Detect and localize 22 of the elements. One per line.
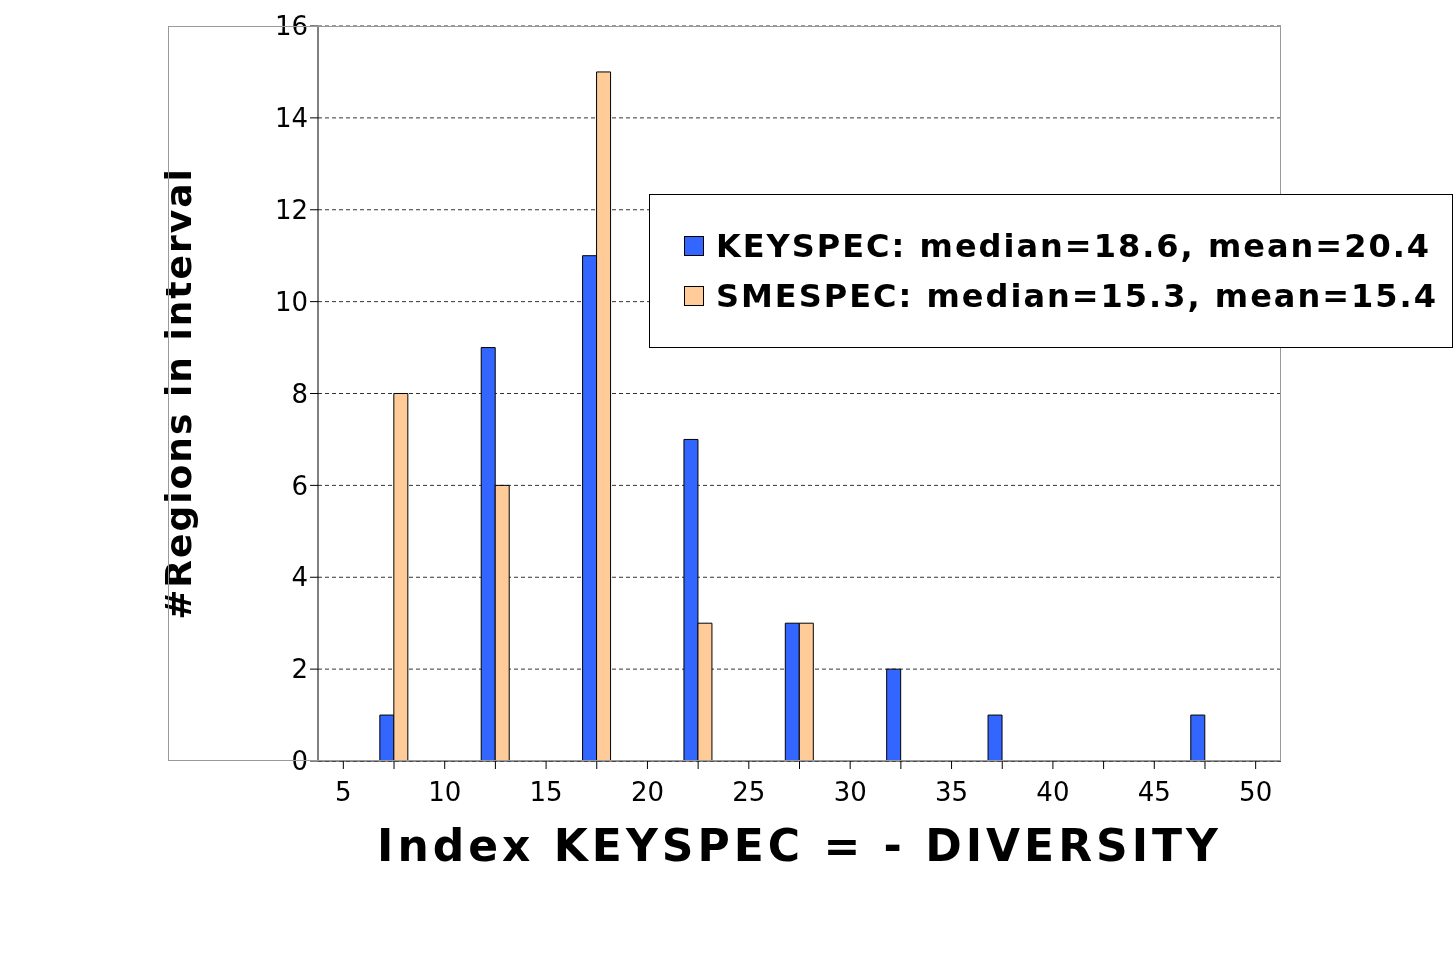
y-tick-label: 4	[291, 562, 308, 593]
x-tick-label: 10	[428, 777, 462, 808]
y-axis-title: #Regions in interval	[157, 167, 199, 620]
legend-label: KEYSPEC: median=18.6, mean=20.4	[715, 227, 1432, 265]
x-tick-label: 40	[1036, 777, 1070, 808]
y-tick-label: 8	[291, 378, 308, 409]
x-axis-title: Index KEYSPEC = - DIVERSITY	[377, 820, 1222, 871]
x-tick-label: 25	[732, 777, 766, 808]
y-tick-label: 12	[274, 194, 308, 225]
y-tick-label: 6	[291, 470, 308, 501]
x-tick-label: 35	[935, 777, 969, 808]
x-tick-label: 15	[529, 777, 563, 808]
x-tick-label: 5	[335, 777, 352, 808]
x-tick-label: 20	[630, 777, 664, 808]
y-tick-label: 0	[291, 746, 308, 777]
y-tick-label: 2	[291, 654, 308, 685]
x-tick-label: 30	[833, 777, 867, 808]
y-tick-label: 14	[274, 103, 308, 134]
x-tick-label: 45	[1137, 777, 1171, 808]
y-tick-label: 10	[274, 286, 308, 317]
x-tick-label: 50	[1239, 777, 1273, 808]
legend-label: SMESPEC: median=15.3, mean=15.4	[715, 277, 1438, 315]
